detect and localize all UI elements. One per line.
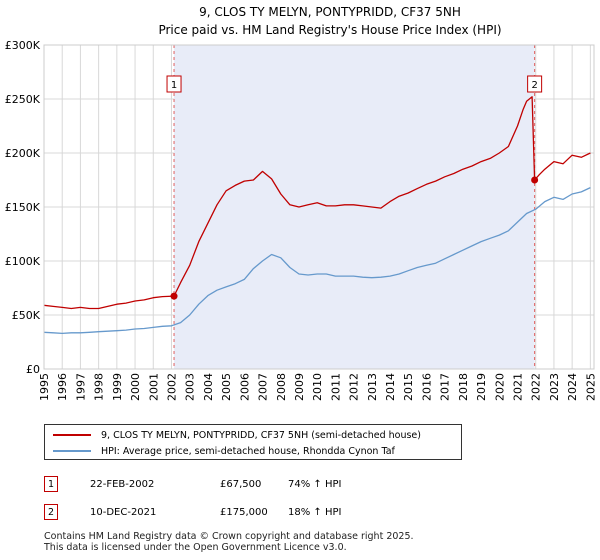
x-tick-label: 2008 xyxy=(275,373,288,401)
legend-swatch-red xyxy=(53,434,91,436)
transaction-date-1: 22-FEB-2002 xyxy=(90,478,155,490)
y-tick-label: £200K xyxy=(5,147,41,160)
x-tick-label: 2005 xyxy=(220,373,233,401)
x-tick-label: 2006 xyxy=(238,373,251,401)
sale-2-box xyxy=(527,75,543,93)
x-tick-label: 2011 xyxy=(329,373,342,401)
x-tick-label: 2019 xyxy=(475,373,488,401)
x-tick-label: 2024 xyxy=(566,373,579,401)
transaction-hpi-2: 18% ↑ HPI xyxy=(288,506,342,518)
x-tick-label: 2017 xyxy=(439,373,452,401)
x-tick-label: 2002 xyxy=(165,373,178,401)
chart-subtitle: Price paid vs. HM Land Registry's House … xyxy=(158,23,501,37)
footer-line-2: This data is licensed under the Open Gov… xyxy=(44,542,347,553)
x-tick-label: 2001 xyxy=(147,373,160,401)
y-tick-label: £250K xyxy=(5,93,41,106)
ownership-shade xyxy=(174,45,535,369)
y-tick-label: £300K xyxy=(5,39,41,52)
transaction-price-2: £175,000 xyxy=(220,506,268,518)
x-tick-label: 1996 xyxy=(56,373,69,401)
x-tick-label: 1998 xyxy=(93,373,106,401)
chart-title: 9, CLOS TY MELYN, PONTYPRIDD, CF37 5NH xyxy=(199,5,461,19)
x-tick-label: 2025 xyxy=(584,373,597,401)
x-tick-label: 1995 xyxy=(38,373,51,401)
x-tick-label: 2015 xyxy=(402,373,415,401)
y-tick-label: £150K xyxy=(5,201,41,214)
footer-line-1: Contains HM Land Registry data © Crown c… xyxy=(44,531,414,542)
y-tick-label: £50K xyxy=(12,309,41,322)
y-tick-label: £100K xyxy=(5,255,41,268)
x-tick-label: 2018 xyxy=(457,373,470,401)
footer: Contains HM Land Registry data © Crown c… xyxy=(44,531,414,553)
transaction-price-1: £67,500 xyxy=(220,478,262,490)
sale-2-label: 2 xyxy=(531,80,537,91)
x-tick-label: 2016 xyxy=(420,373,433,401)
x-tick-label: 2009 xyxy=(293,373,306,401)
legend-label-hpi: HPI: Average price, semi-detached house,… xyxy=(101,445,395,457)
transaction-number-1: 1 xyxy=(44,476,58,492)
legend-swatch-blue xyxy=(53,450,91,452)
x-tick-label: 2000 xyxy=(129,373,142,401)
x-tick-label: 2012 xyxy=(348,373,361,401)
legend-label-property: 9, CLOS TY MELYN, PONTYPRIDD, CF37 5NH (… xyxy=(101,429,421,441)
hpi-line xyxy=(43,187,591,335)
legend-item-hpi: HPI: Average price, semi-detached house,… xyxy=(53,443,395,459)
transaction-hpi-1: 74% ↑ HPI xyxy=(288,478,342,490)
price-chart: 9, CLOS TY MELYN, PONTYPRIDD, CF37 5NH P… xyxy=(5,5,598,401)
transaction-number-2: 2 xyxy=(44,504,58,520)
x-tick-label: 2023 xyxy=(548,373,561,401)
x-tick-label: 1999 xyxy=(111,373,124,401)
sale-1-label: 1 xyxy=(171,80,177,91)
sale-1-point xyxy=(170,292,178,300)
x-tick-label: 2004 xyxy=(202,373,215,401)
plot-frame xyxy=(43,44,595,370)
x-tick-label: 2022 xyxy=(530,373,543,401)
sale-1-box xyxy=(166,75,182,93)
transaction-date-2: 10-DEC-2021 xyxy=(90,506,157,518)
legend-item-property: 9, CLOS TY MELYN, PONTYPRIDD, CF37 5NH (… xyxy=(53,427,421,443)
x-tick-label: 2010 xyxy=(311,373,324,401)
x-tick-label: 2014 xyxy=(384,373,397,401)
y-tick-label: £0 xyxy=(26,363,40,376)
x-tick-label: 1997 xyxy=(74,373,87,401)
x-tick-label: 2020 xyxy=(493,373,506,401)
x-tick-label: 2007 xyxy=(257,373,270,401)
transaction-row-2: 2 10-DEC-2021 £175,000 18% ↑ HPI xyxy=(44,503,404,521)
legend: 9, CLOS TY MELYN, PONTYPRIDD, CF37 5NH (… xyxy=(44,424,462,460)
x-tick-label: 2021 xyxy=(512,373,525,401)
sale-2-point xyxy=(531,176,539,184)
x-tick-label: 2003 xyxy=(184,373,197,401)
property-price-line xyxy=(43,96,591,310)
x-tick-label: 2013 xyxy=(366,373,379,401)
transaction-row-1: 1 22-FEB-2002 £67,500 74% ↑ HPI xyxy=(44,475,404,493)
